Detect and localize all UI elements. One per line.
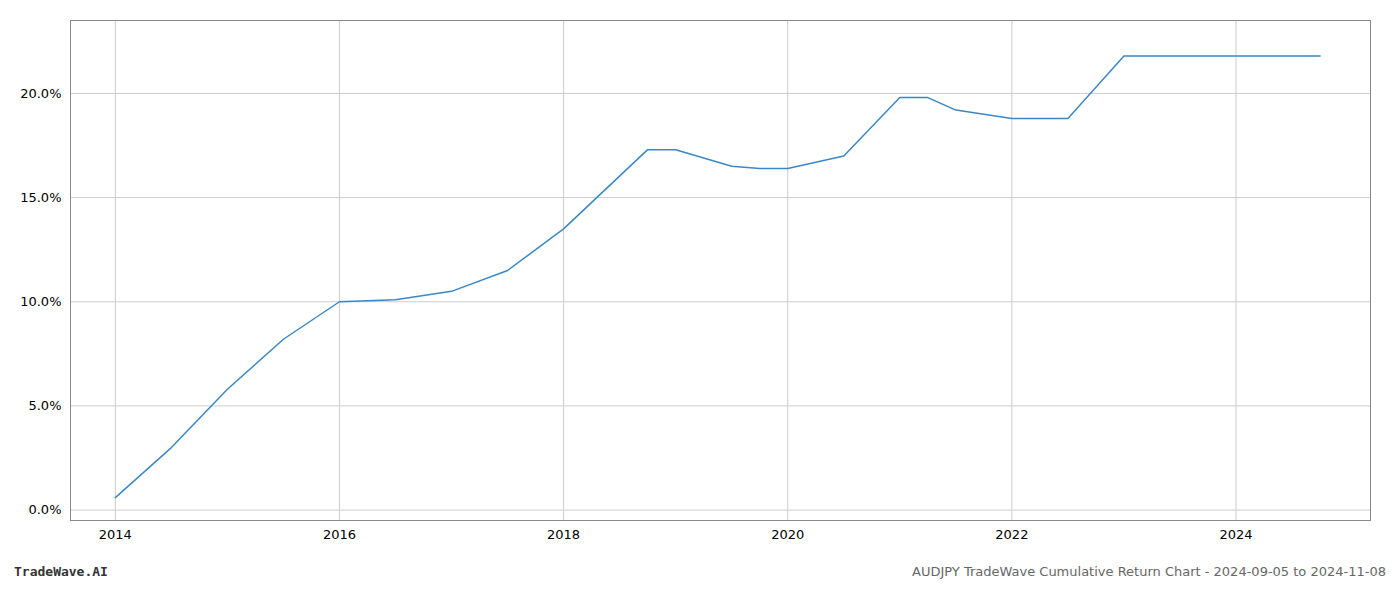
html-text:AUDJPY TradeWave Cumulative Re: AUDJPY TradeWave Cumulative Return Chart… bbox=[912, 564, 1386, 579]
svg-text:5.0%: 5.0% bbox=[28, 398, 61, 413]
svg-text:0.0%: 0.0% bbox=[28, 502, 61, 517]
svg-text:2014: 2014 bbox=[99, 527, 132, 542]
svg-text:2020: 2020 bbox=[771, 527, 804, 542]
svg-text:10.0%: 10.0% bbox=[20, 294, 61, 309]
svg-text:2022: 2022 bbox=[995, 527, 1028, 542]
svg-text:20.0%: 20.0% bbox=[20, 86, 61, 101]
svg-text:15.0%: 15.0% bbox=[20, 190, 61, 205]
svg-text:2018: 2018 bbox=[547, 527, 580, 542]
svg-text:2016: 2016 bbox=[323, 527, 356, 542]
svg-text:2024: 2024 bbox=[1219, 527, 1252, 542]
html-text:TradeWave.AI: TradeWave.AI bbox=[14, 564, 108, 579]
